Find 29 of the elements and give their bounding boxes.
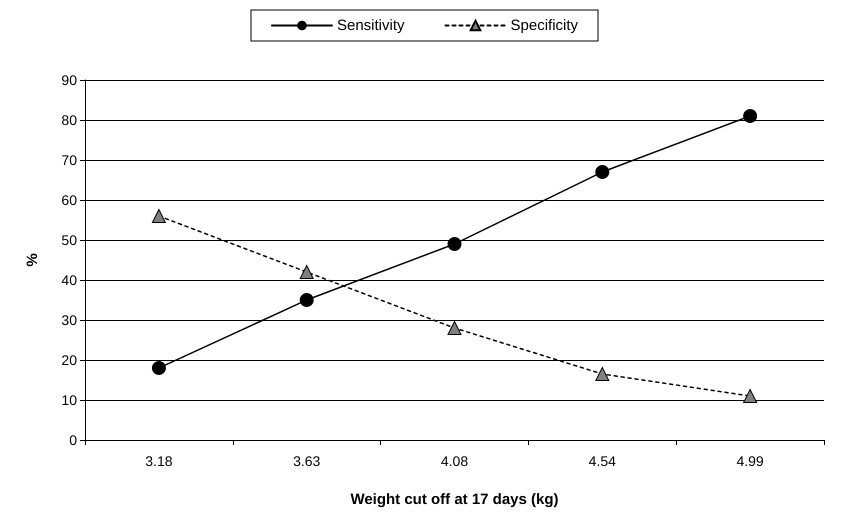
point <box>743 389 758 403</box>
point <box>152 361 166 375</box>
point <box>300 265 314 279</box>
point <box>595 165 610 179</box>
y-tick-label: 70 <box>61 152 78 168</box>
x-tick-label: 3.63 <box>293 453 321 469</box>
x-tick-label: 3.18 <box>145 453 173 469</box>
point <box>743 109 758 123</box>
y-axis-title: % <box>24 253 41 267</box>
y-tick-label: 40 <box>61 272 78 288</box>
x-axis-title: Weight cut off at 17 days (kg) <box>350 491 559 508</box>
y-tick-label: 90 <box>61 72 78 88</box>
y-tick-label: 50 <box>61 232 78 248</box>
y-tick-label: 60 <box>61 192 78 208</box>
x-tick-label: 4.54 <box>588 453 616 469</box>
y-tick-label: 0 <box>69 432 78 448</box>
x-tick-label: 4.08 <box>440 453 468 469</box>
point <box>448 237 462 251</box>
legend-label: Sensitivity <box>336 17 405 34</box>
x-tick-label: 4.99 <box>736 453 764 469</box>
point <box>152 209 166 223</box>
y-tick-label: 20 <box>61 352 78 368</box>
y-tick-label: 10 <box>61 392 78 408</box>
point <box>595 367 610 381</box>
point <box>448 321 462 335</box>
legend-label: Specificity <box>510 17 579 34</box>
y-tick-label: 30 <box>61 312 78 328</box>
y-tick-label: 80 <box>61 112 78 128</box>
point <box>300 293 314 307</box>
